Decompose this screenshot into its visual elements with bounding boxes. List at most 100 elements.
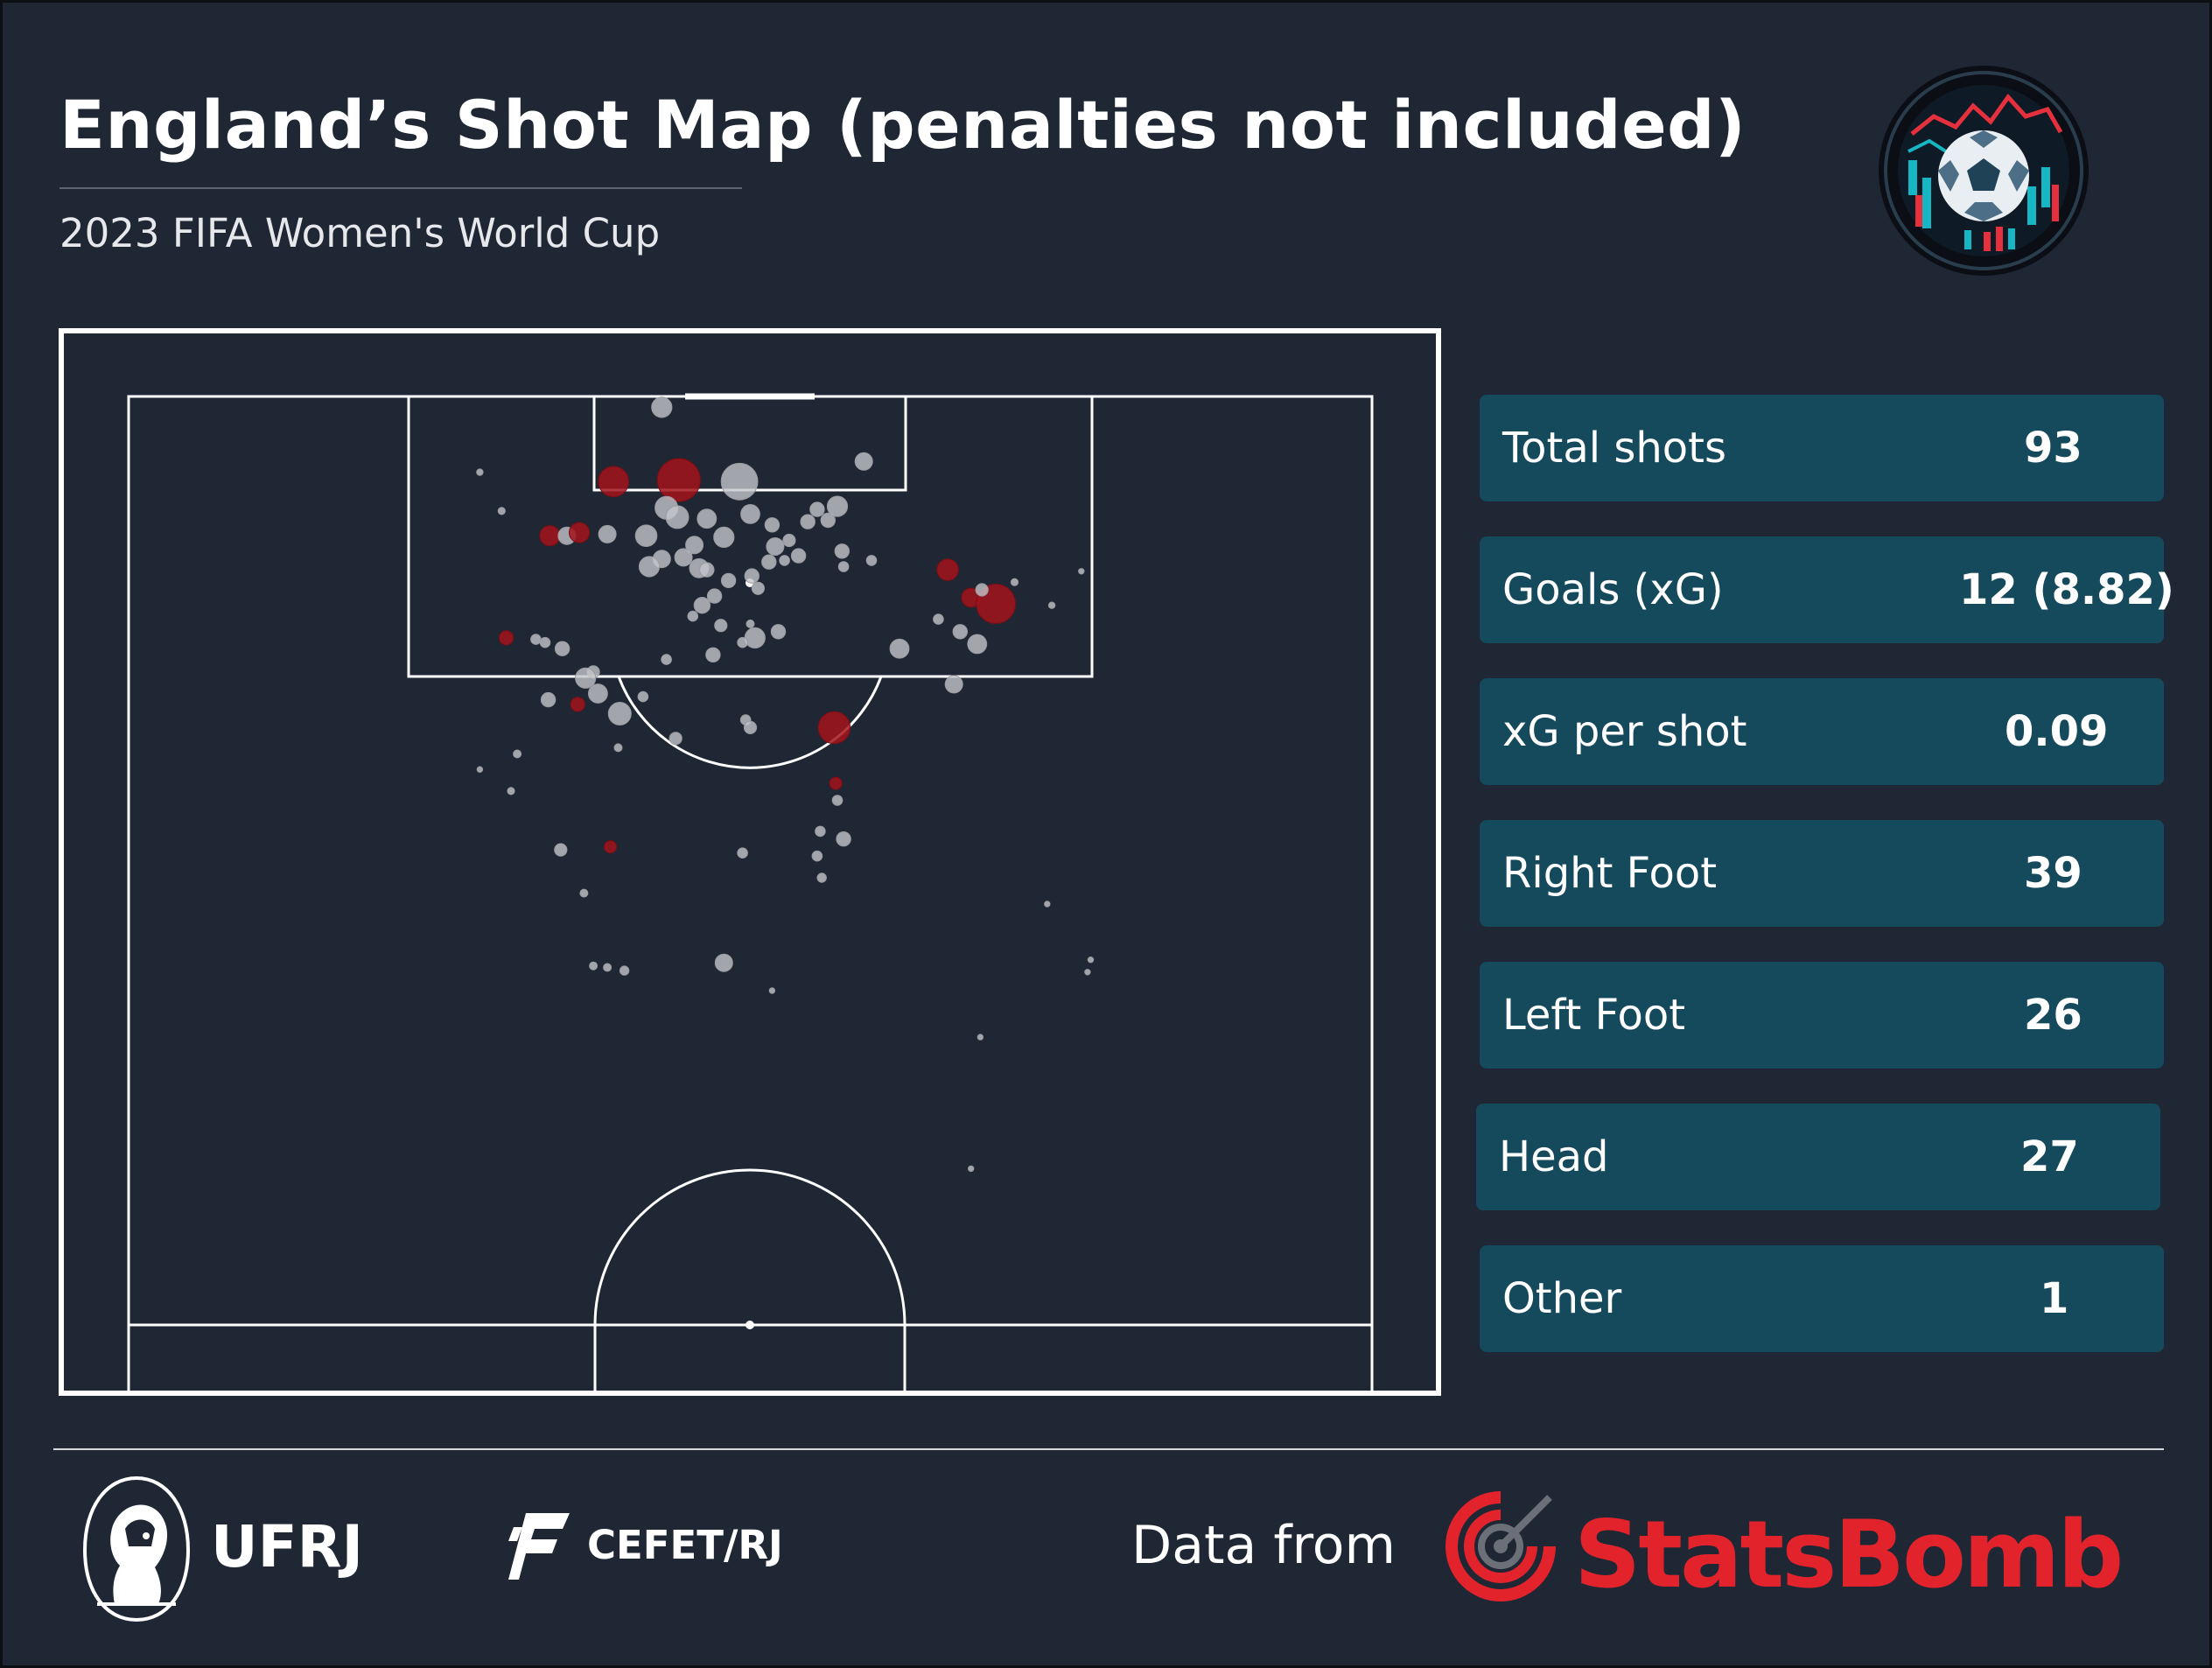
stat-value: 26	[2024, 991, 2082, 1040]
shot-marker	[714, 619, 728, 633]
shot-marker	[743, 720, 758, 734]
shot-marker	[476, 766, 484, 773]
chart-subtitle: 2023 FIFA Women's World Cup	[60, 210, 661, 256]
shot-marker	[651, 396, 673, 418]
shot-marker	[665, 505, 690, 529]
cefet-wordmark: CEFET/RJ	[587, 1522, 783, 1568]
shot-marker	[554, 843, 568, 857]
stat-value: 93	[2024, 424, 2082, 473]
shot-marker	[720, 462, 759, 501]
shot-marker	[809, 501, 825, 517]
shot-marker	[696, 508, 718, 529]
shot-goal-marker	[570, 697, 585, 712]
shot-marker	[746, 619, 755, 628]
statsbomb-target-icon	[1446, 1491, 1556, 1601]
shot-marker	[603, 963, 612, 972]
shot-marker	[674, 548, 693, 567]
shot-marker	[476, 468, 484, 476]
shot-marker	[687, 610, 699, 622]
centre-spot	[746, 1321, 754, 1329]
shot-marker	[634, 524, 658, 547]
statsbomb-wordmark: StatsBomb	[1574, 1501, 2124, 1608]
shot-marker	[831, 795, 844, 806]
stat-value: 0.09	[2005, 707, 2109, 756]
shots-layer	[476, 396, 1095, 1173]
stat-goals-xg: Goals (xG) 12 (8.82)	[1480, 536, 2174, 643]
shot-marker	[766, 537, 785, 556]
shot-marker	[638, 556, 661, 578]
footer-divider	[53, 1448, 2164, 1450]
shot-marker	[513, 749, 522, 759]
stat-value: 27	[2020, 1132, 2079, 1181]
shot-marker	[706, 588, 723, 604]
shot-marker	[1010, 578, 1019, 586]
shot-goal-marker	[498, 630, 514, 646]
shot-marker	[820, 512, 836, 529]
penalty-arc	[617, 676, 883, 769]
shot-marker	[613, 743, 623, 753]
shot-marker	[751, 581, 766, 595]
data-source-label: Data from	[1131, 1515, 1396, 1576]
shot-marker	[854, 452, 873, 471]
stat-label: Right Foot	[1502, 849, 1718, 898]
stat-value: 39	[2024, 849, 2082, 898]
shot-marker	[933, 613, 944, 625]
shot-marker	[530, 634, 542, 645]
shot-marker	[770, 624, 787, 640]
shot-map-pitch	[59, 328, 1441, 1396]
shot-marker	[815, 825, 826, 838]
shot-marker	[575, 667, 597, 689]
stat-label: Head	[1499, 1132, 1609, 1181]
ufrj-wordmark: UFRJ	[211, 1513, 364, 1580]
stat-head: Head 27	[1476, 1104, 2160, 1210]
football-analytics-logo-icon	[1879, 66, 2089, 276]
shot-goal-marker	[539, 525, 561, 547]
shot-marker	[889, 638, 910, 659]
stat-right-foot: Right Foot 39	[1480, 820, 2164, 927]
shot-marker	[744, 568, 760, 584]
stat-value: 1	[2040, 1274, 2069, 1323]
shot-marker	[790, 548, 807, 564]
shot-marker	[737, 636, 748, 648]
shot-marker	[836, 831, 851, 847]
shot-marker	[668, 732, 682, 746]
shot-marker	[598, 524, 617, 543]
shot-marker	[637, 690, 649, 703]
shot-marker	[782, 533, 796, 548]
shot-marker	[579, 888, 589, 898]
shot-marker	[944, 675, 963, 694]
shot-marker	[720, 572, 737, 589]
stat-value: 12 (8.82)	[1959, 565, 2174, 614]
stat-label: Goals (xG)	[1502, 565, 1724, 614]
shot-marker	[740, 504, 760, 524]
shot-marker	[607, 702, 632, 725]
shot-marker	[699, 562, 715, 578]
shot-goal-marker	[604, 840, 618, 854]
shot-marker	[714, 953, 733, 972]
shot-marker	[744, 627, 766, 648]
shot-marker	[865, 555, 878, 566]
shot-marker	[834, 543, 850, 559]
shot-marker	[661, 654, 672, 665]
stat-label: Left Foot	[1502, 991, 1686, 1040]
shot-marker	[713, 526, 735, 548]
shot-marker	[816, 873, 827, 883]
shot-marker	[540, 691, 556, 708]
shot-marker	[800, 514, 816, 529]
shot-marker	[737, 847, 748, 859]
shot-marker	[497, 507, 506, 515]
shot-marker	[826, 495, 849, 517]
shot-marker	[685, 536, 704, 555]
shot-marker	[589, 961, 598, 971]
chart-title: England’s Shot Map (penalties not includ…	[60, 86, 1746, 164]
cefet-logo-icon	[508, 1513, 570, 1580]
shot-goal-marker	[656, 458, 701, 502]
shot-marker	[975, 583, 989, 597]
stat-total-shots: Total shots 93	[1480, 395, 2164, 501]
ufrj-emblem-icon	[82, 1475, 191, 1622]
shot-marker	[1047, 601, 1056, 609]
stat-other: Other 1	[1480, 1245, 2164, 1352]
shot-goal-marker	[829, 776, 843, 790]
shot-goal-marker	[817, 711, 851, 745]
shot-marker	[1044, 901, 1051, 908]
